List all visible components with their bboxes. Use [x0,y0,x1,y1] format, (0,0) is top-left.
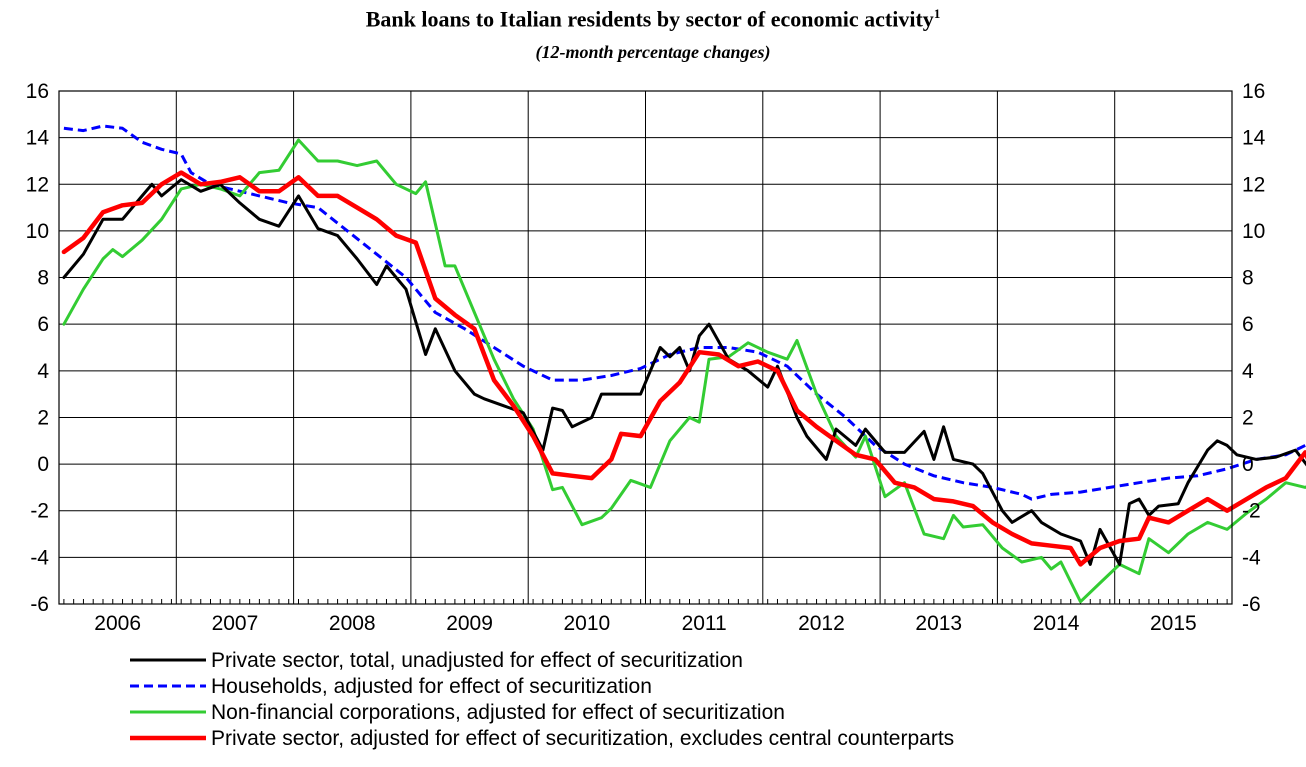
chart-title: Bank loans to Italian residents by secto… [0,6,1306,32]
y-tick-label-right: -6 [1242,593,1261,616]
x-year-label: 2012 [798,612,845,635]
x-year-label: 2014 [1033,612,1080,635]
x-year-label: 2013 [915,612,962,635]
legend-label-4: Private sector, adjusted for effect of s… [211,727,954,750]
y-tick-label-left: -4 [30,546,49,569]
y-tick-label-left: 0 [37,453,49,476]
x-year-label: 2008 [329,612,376,635]
x-axis-year-labels: 2006 2007 2008 2009 2010 2011 2012 2013 2014 2015 [94,612,1196,635]
series-line-4 [61,170,1306,567]
y-tick-label-right: 12 [1242,173,1265,196]
y-tick-label-right: 14 [1242,127,1266,150]
grid-lines [59,90,1232,605]
y-tick-label-left: 2 [37,406,49,429]
y-tick-label-left: 16 [26,80,49,103]
x-year-label: 2009 [446,612,493,635]
y-tick-label-right: -2 [1242,500,1261,523]
legend-label-2: Households, adjusted for effect of secur… [211,675,652,698]
x-year-label: 2006 [94,612,141,635]
y-tick-label-left: 4 [37,360,49,383]
y-tick-label-right: 2 [1242,406,1254,429]
legend: Private sector, total, unadjusted for ef… [130,649,954,750]
y-tick-label-left: 6 [37,313,49,336]
y-axis-right-labels: -6 -4 -2 0 2 4 6 8 10 12 14 16 [1242,80,1266,616]
y-tick-label-left: 14 [26,127,50,150]
plot-frame [58,90,1233,605]
chart-title-text: Bank loans to Italian residents by secto… [365,6,934,32]
y-tick-label-left: 8 [37,267,49,290]
y-tick-label-right: 4 [1242,360,1254,383]
title-footnote-marker: 1 [933,6,941,21]
x-year-label: 2011 [682,612,727,635]
axis-ticks [63,599,1228,604]
y-axis-left-labels: -6 -4 -2 0 2 4 6 8 10 12 14 16 [26,80,50,616]
x-year-label: 2010 [563,612,610,635]
chart-subtitle: (12-month percentage changes) [535,42,771,62]
y-tick-label-right: -4 [1242,546,1261,569]
series-line-1 [62,178,1306,566]
series-line-3 [62,138,1306,604]
y-tick-label-left: -2 [30,500,49,523]
y-tick-label-left: -6 [30,593,49,616]
series-lines [61,124,1306,604]
y-tick-label-left: 10 [26,220,49,243]
y-tick-label-right: 8 [1242,267,1254,290]
legend-label-1: Private sector, total, unadjusted for ef… [211,649,743,672]
y-tick-label-right: 10 [1242,220,1265,243]
y-tick-label-right: 6 [1242,313,1254,336]
y-tick-label-right: 0 [1242,453,1254,476]
y-tick-label-right: 16 [1242,80,1265,103]
x-year-label: 2007 [212,612,259,635]
y-tick-label-left: 12 [26,173,49,196]
legend-label-3: Non-financial corporations, adjusted for… [211,701,785,724]
x-year-label: 2015 [1150,612,1197,635]
